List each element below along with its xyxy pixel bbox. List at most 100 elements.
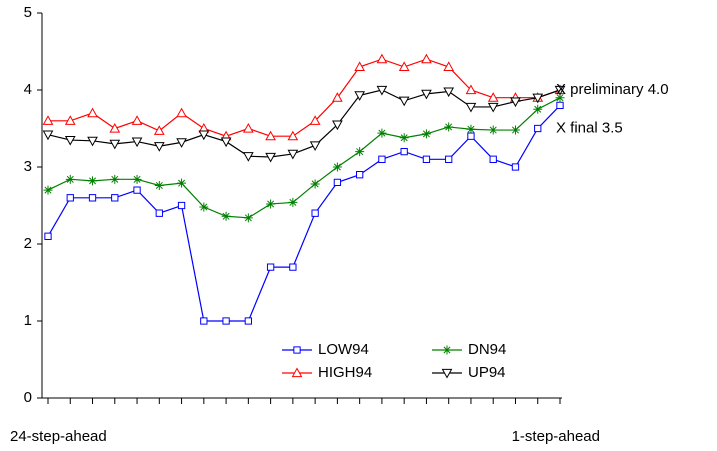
data-point (421, 129, 431, 139)
data-point (109, 122, 121, 133)
data-point (532, 93, 544, 104)
data-point (64, 135, 76, 146)
data-point (465, 84, 477, 95)
y-tick-label: 5 (24, 4, 32, 21)
data-point (399, 133, 409, 143)
annotation: X preliminary 4.0 (556, 81, 669, 98)
data-point (356, 171, 364, 179)
data-point (511, 163, 520, 171)
data-point (111, 194, 119, 202)
data-point (355, 147, 365, 157)
data-point (466, 124, 476, 134)
data-point (398, 96, 410, 107)
legend-label: UP94 (468, 364, 506, 381)
data-point (376, 85, 388, 96)
data-point (465, 102, 477, 113)
data-point (421, 53, 432, 64)
data-point (443, 61, 455, 71)
y-tick-label: 1 (24, 312, 32, 329)
data-point (510, 125, 520, 135)
data-point (243, 213, 253, 223)
data-point (487, 102, 499, 113)
y-tick-label: 2 (24, 235, 32, 252)
legend-label: HIGH94 (318, 364, 372, 381)
series-line (48, 58, 561, 137)
series-line (47, 89, 561, 158)
data-point (354, 61, 366, 71)
data-point (200, 317, 208, 325)
data-point (66, 194, 74, 202)
legend-label: LOW94 (318, 341, 369, 358)
data-point (42, 115, 54, 125)
y-tick-label: 0 (24, 389, 32, 406)
data-point (110, 174, 120, 184)
series-line (47, 104, 561, 322)
data-point (132, 174, 142, 184)
legend-marker (441, 368, 453, 379)
data-point (65, 174, 75, 184)
data-point (288, 197, 298, 207)
data-point (44, 232, 52, 240)
data-point (199, 202, 209, 212)
data-point (377, 128, 387, 138)
data-point (131, 115, 143, 125)
data-point (311, 209, 319, 217)
data-point (222, 317, 230, 325)
x-tick-label: 24-step-ahead (10, 428, 107, 445)
data-point (265, 152, 276, 163)
series-line (47, 97, 561, 219)
data-point (153, 142, 165, 152)
data-point (154, 180, 164, 190)
data-point (43, 185, 53, 195)
data-point (510, 97, 521, 108)
data-point (88, 176, 98, 186)
data-point (266, 263, 275, 271)
data-point (88, 194, 97, 202)
data-point (177, 178, 187, 188)
data-point (42, 130, 54, 141)
data-point (332, 120, 343, 131)
data-point (109, 139, 121, 150)
data-point (87, 136, 98, 147)
y-tick-label: 4 (24, 81, 32, 98)
legend-label: DN94 (468, 341, 506, 358)
data-point (533, 104, 543, 114)
data-point (422, 155, 431, 163)
data-point (198, 130, 210, 141)
data-point (176, 138, 187, 148)
data-point (221, 211, 231, 221)
legend-marker (293, 346, 301, 354)
data-point (467, 132, 475, 140)
data-point (64, 115, 76, 125)
data-point (443, 87, 455, 98)
y-tick-label: 3 (24, 158, 32, 175)
data-point (133, 186, 141, 194)
data-point (376, 53, 388, 64)
data-point (400, 147, 408, 156)
data-point (309, 141, 321, 151)
data-point (332, 162, 342, 172)
data-point (489, 155, 497, 163)
data-point (153, 125, 165, 135)
data-point (421, 89, 432, 100)
data-point (445, 155, 453, 163)
data-point (354, 91, 366, 101)
data-point (556, 101, 564, 110)
data-point (242, 122, 254, 133)
legend-marker (291, 367, 303, 378)
data-point (287, 130, 299, 141)
legend-marker (442, 345, 452, 355)
data-point (555, 93, 565, 103)
data-point (220, 137, 232, 148)
data-point (378, 155, 386, 163)
data-point (398, 61, 410, 71)
data-point (487, 92, 499, 102)
data-point (242, 152, 254, 162)
data-point (155, 209, 163, 217)
x-tick-label: 1-step-ahead (512, 428, 600, 445)
data-point (177, 201, 186, 210)
data-point (176, 107, 187, 118)
data-point (287, 149, 299, 160)
data-point (333, 178, 342, 187)
